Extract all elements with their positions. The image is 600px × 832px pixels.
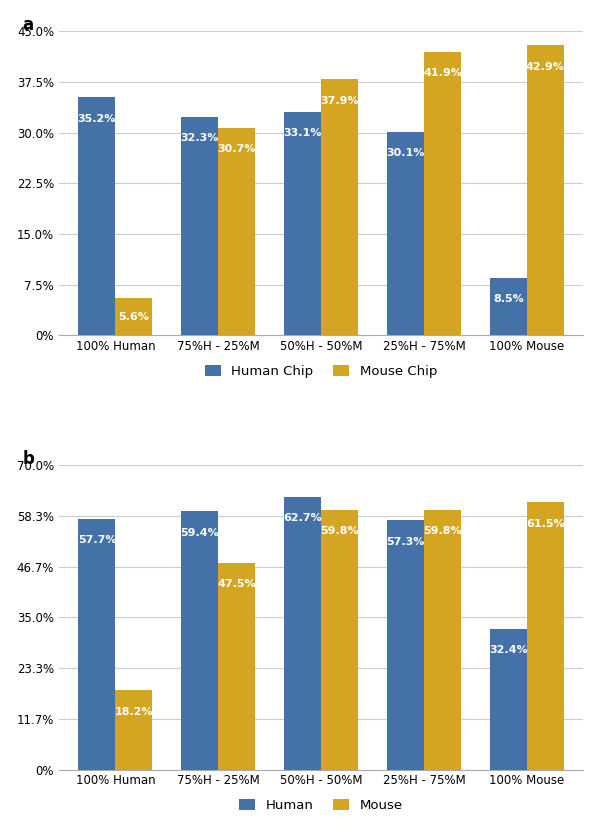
Bar: [387, 521, 424, 770]
Bar: [527, 503, 564, 770]
Text: 61.5%: 61.5%: [526, 518, 565, 528]
Text: 62.7%: 62.7%: [283, 513, 322, 523]
Text: 8.5%: 8.5%: [493, 295, 524, 305]
Bar: [115, 691, 152, 770]
Text: a: a: [22, 16, 34, 34]
Bar: [424, 52, 461, 335]
Bar: [218, 563, 256, 770]
Bar: [321, 79, 358, 335]
Bar: [79, 518, 115, 770]
Bar: [181, 117, 218, 335]
Bar: [424, 510, 461, 770]
Text: 42.9%: 42.9%: [526, 62, 565, 72]
Text: 30.7%: 30.7%: [218, 144, 256, 154]
Bar: [490, 278, 527, 335]
Text: 59.4%: 59.4%: [181, 527, 219, 537]
Text: 30.1%: 30.1%: [386, 148, 425, 158]
Text: 41.9%: 41.9%: [423, 68, 462, 78]
Bar: [218, 128, 256, 335]
Text: 59.8%: 59.8%: [423, 526, 462, 536]
Bar: [284, 497, 321, 770]
Text: 35.2%: 35.2%: [78, 114, 116, 124]
Text: 59.8%: 59.8%: [320, 526, 359, 536]
Bar: [490, 629, 527, 770]
Legend: Human Chip, Mouse Chip: Human Chip, Mouse Chip: [200, 360, 442, 384]
Text: 57.3%: 57.3%: [386, 537, 425, 547]
Text: 5.6%: 5.6%: [119, 311, 149, 321]
Text: 18.2%: 18.2%: [115, 706, 153, 716]
Text: b: b: [22, 450, 34, 468]
Bar: [79, 97, 115, 335]
Text: 33.1%: 33.1%: [283, 128, 322, 138]
Text: 47.5%: 47.5%: [217, 579, 256, 589]
Bar: [181, 512, 218, 770]
Bar: [387, 132, 424, 335]
Text: 37.9%: 37.9%: [320, 96, 359, 106]
Bar: [527, 46, 564, 335]
Legend: Human, Mouse: Human, Mouse: [234, 794, 408, 818]
Bar: [284, 111, 321, 335]
Text: 32.3%: 32.3%: [181, 133, 219, 143]
Text: 32.4%: 32.4%: [489, 645, 527, 655]
Bar: [115, 298, 152, 335]
Bar: [321, 510, 358, 770]
Text: 57.7%: 57.7%: [77, 535, 116, 545]
